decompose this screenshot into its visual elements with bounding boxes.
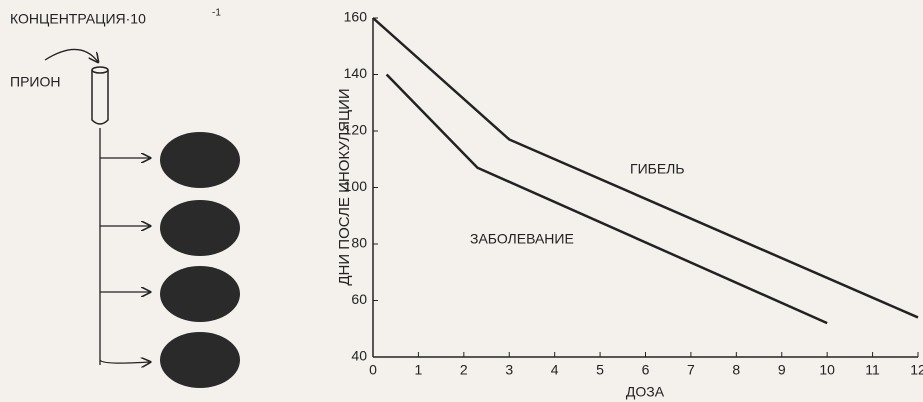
- prion-label: ПРИОН: [10, 74, 60, 90]
- hamster: [160, 200, 240, 256]
- x-tick-label: 11: [865, 362, 880, 378]
- diagram: КОНЦЕНТРАЦИЯ·10 -1 ПРИОН: [10, 8, 240, 388]
- y-tick-label: 40: [351, 348, 367, 364]
- x-tick-label: 9: [778, 362, 786, 378]
- x-tick-label: 6: [642, 362, 650, 378]
- series-line: [385, 73, 828, 325]
- hamsters: [99, 132, 240, 388]
- y-axis-label: ДНИ ПОСЛЕ ИНОКУЛЯЦИИ: [336, 88, 353, 285]
- x-tick-label: 4: [551, 362, 559, 378]
- hamster: [160, 132, 240, 188]
- x-tick-label: 5: [596, 362, 604, 378]
- x-tick-label: 7: [687, 362, 695, 378]
- x-tick-label: 2: [460, 362, 468, 378]
- x-axis-label: ДОЗА: [626, 384, 665, 400]
- tube: [91, 70, 109, 125]
- hamster: [160, 332, 240, 388]
- y-tick-label: 120: [344, 122, 368, 138]
- x-tick-label: 10: [819, 362, 835, 378]
- series-line: [372, 17, 919, 319]
- hamster: [160, 266, 240, 322]
- arrow: [99, 360, 150, 363]
- concentration-label: КОНЦЕНТРАЦИЯ·10: [10, 11, 146, 27]
- y-tick-label: 160: [344, 9, 368, 25]
- y-tick-label: 100: [344, 178, 368, 194]
- y-tick-label: 60: [351, 291, 367, 307]
- concentration-exponent: -1: [212, 8, 221, 19]
- y-tick-label: 80: [351, 235, 367, 251]
- x-tick-label: 0: [369, 362, 377, 378]
- x-tick-label: 3: [505, 362, 513, 378]
- x-tick-label: 1: [415, 362, 423, 378]
- y-tick-label: 140: [344, 65, 368, 81]
- tube-top: [91, 66, 109, 74]
- x-tick-label: 12: [910, 362, 923, 378]
- series-label: ГИБЕЛЬ: [630, 161, 685, 177]
- x-tick-label: 8: [732, 362, 740, 378]
- arrow: [44, 48, 98, 62]
- series-label: ЗАБОЛЕВАНИЕ: [470, 231, 574, 247]
